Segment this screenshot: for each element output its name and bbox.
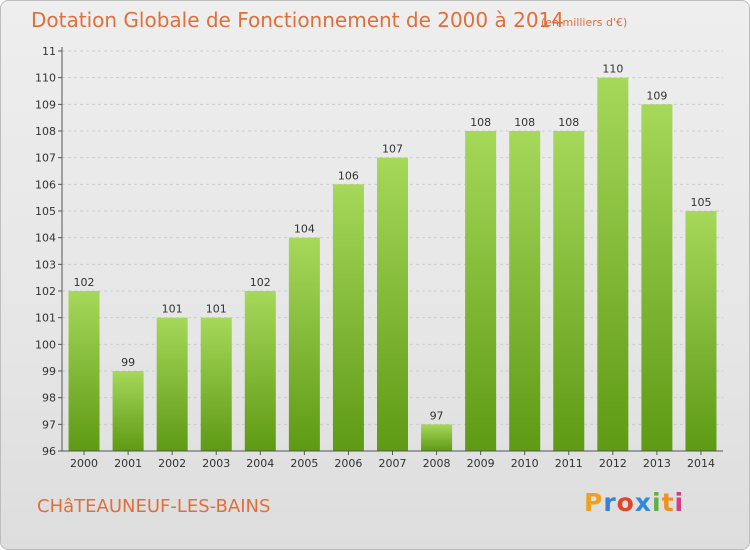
y-tick-label: 108 bbox=[35, 125, 56, 138]
x-tick-label: 2009 bbox=[467, 457, 495, 470]
logo-letter: t bbox=[661, 488, 675, 517]
bars bbox=[68, 77, 717, 452]
y-tick-label: 99 bbox=[42, 365, 56, 378]
bar-value-label: 107 bbox=[382, 143, 403, 156]
bar-value-label: 108 bbox=[558, 116, 579, 129]
proxiti-logo: Proxiti bbox=[584, 488, 684, 517]
chart-title: Dotation Globale de Fonctionnement de 20… bbox=[31, 8, 564, 32]
logo-letter: o bbox=[616, 488, 635, 517]
y-tick-label: 103 bbox=[35, 258, 56, 271]
x-tick-label: 2001 bbox=[114, 457, 142, 470]
x-tick-label: 2012 bbox=[599, 457, 627, 470]
x-tick-label: 2004 bbox=[246, 457, 274, 470]
y-tick-label: 96 bbox=[42, 445, 56, 458]
bar bbox=[553, 131, 585, 451]
y-tick-label: 106 bbox=[35, 178, 56, 191]
x-tick-label: 2010 bbox=[511, 457, 539, 470]
axes bbox=[58, 47, 723, 455]
bar bbox=[332, 184, 364, 452]
bar-value-label: 101 bbox=[206, 303, 227, 316]
x-tick-label: 2006 bbox=[334, 457, 362, 470]
x-tick-label: 2000 bbox=[70, 457, 98, 470]
bar-value-label: 102 bbox=[250, 276, 271, 289]
y-tick-label: 101 bbox=[35, 312, 56, 325]
y-tick-label: 100 bbox=[35, 338, 56, 351]
y-tick-label: 109 bbox=[35, 98, 56, 111]
y-tick-label: 107 bbox=[35, 152, 56, 165]
logo-letter: i bbox=[652, 488, 662, 517]
y-tick-label: 98 bbox=[42, 392, 56, 405]
y-tick-label: 11 bbox=[42, 45, 56, 58]
bar bbox=[465, 131, 497, 451]
x-tick-label: 2005 bbox=[290, 457, 318, 470]
bar-value-label: 110 bbox=[602, 63, 623, 76]
labels: 96 97 98 99 100 101 102 103 104 105 106 107 108 109 11… bbox=[35, 45, 715, 470]
bar bbox=[288, 237, 320, 451]
bar bbox=[156, 317, 188, 451]
bar bbox=[421, 424, 453, 451]
chart-unit-label: (en milliers d'€) bbox=[541, 16, 628, 29]
bar-value-label: 105 bbox=[690, 196, 711, 209]
logo-letter: i bbox=[674, 488, 685, 517]
bar bbox=[641, 104, 673, 451]
logo-letter: r bbox=[603, 488, 617, 517]
bar-value-label: 106 bbox=[338, 169, 359, 182]
x-tick-label: 2008 bbox=[423, 457, 451, 470]
x-tick-label: 2011 bbox=[555, 457, 583, 470]
y-tick-label: 97 bbox=[42, 418, 56, 431]
logo-letter: P bbox=[584, 488, 604, 517]
y-tick-label: 102 bbox=[35, 285, 56, 298]
bar bbox=[200, 317, 232, 451]
bar bbox=[509, 131, 541, 451]
y-tick-label: 104 bbox=[35, 232, 56, 245]
bar-value-label: 108 bbox=[470, 116, 491, 129]
bar bbox=[112, 371, 144, 451]
bar-value-label: 109 bbox=[646, 89, 667, 102]
logo-letter: x bbox=[634, 488, 652, 517]
y-tick-label: 105 bbox=[35, 205, 56, 218]
x-tick-label: 2013 bbox=[643, 457, 671, 470]
bar-value-label: 97 bbox=[430, 409, 444, 422]
bar-value-label: 99 bbox=[121, 356, 135, 369]
bar bbox=[597, 77, 629, 452]
bar bbox=[68, 291, 100, 451]
x-tick-label: 2002 bbox=[158, 457, 186, 470]
commune-name: CHâTEAUNEUF-LES-BAINS bbox=[37, 496, 271, 517]
bar-value-label: 108 bbox=[514, 116, 535, 129]
x-tick-label: 2003 bbox=[202, 457, 230, 470]
x-tick-label: 2007 bbox=[379, 457, 407, 470]
x-tick-label: 2014 bbox=[687, 457, 715, 470]
bar bbox=[685, 211, 717, 451]
y-tick-label: 110 bbox=[35, 72, 56, 85]
bar-value-label: 102 bbox=[74, 276, 95, 289]
bar bbox=[377, 157, 408, 451]
bar-value-label: 101 bbox=[162, 303, 183, 316]
bar-value-label: 104 bbox=[294, 223, 315, 236]
bar bbox=[244, 291, 276, 451]
